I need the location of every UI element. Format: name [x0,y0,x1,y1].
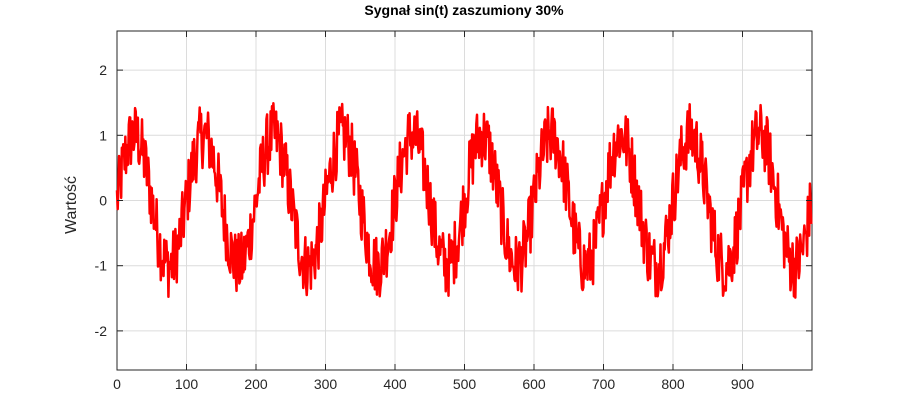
x-tick-label: 700 [592,376,616,392]
y-tick-label: -2 [95,323,108,339]
x-tick-label: 200 [244,376,268,392]
y-tick-label: -1 [95,258,108,274]
x-tick-label: 300 [314,376,338,392]
x-tick-label: 400 [383,376,407,392]
chart-title: Sygnał sin(t) zaszumiony 30% [364,2,564,18]
x-tick-label: 600 [522,376,546,392]
y-tick-label: 0 [99,193,107,209]
y-axis-label: Wartość [63,176,80,234]
x-tick-label: 900 [731,376,755,392]
y-tick-label: 1 [99,127,107,143]
x-tick-label: 0 [113,376,121,392]
x-tick-label: 100 [175,376,199,392]
x-tick-label: 500 [453,376,477,392]
x-tick-label: 800 [661,376,685,392]
y-tick-label: 2 [99,62,107,78]
